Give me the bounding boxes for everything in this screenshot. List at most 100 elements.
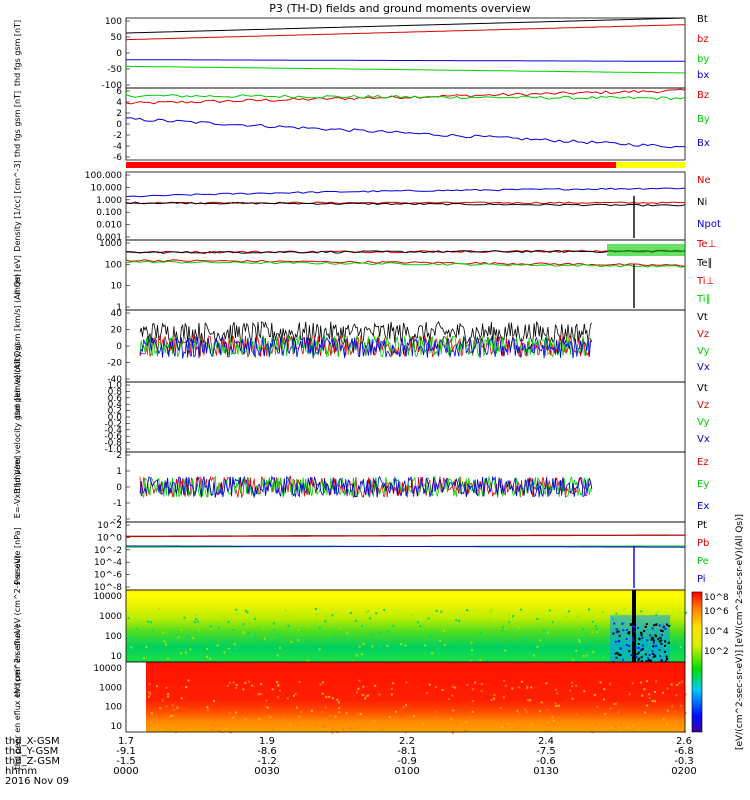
spectrogram-cell <box>451 731 454 734</box>
spectrogram-cell <box>151 629 154 632</box>
spectrogram-cell <box>310 709 313 712</box>
spectrogram-cell <box>362 643 365 646</box>
y-tick-label: 0.0 <box>108 413 123 423</box>
spectrogram-cell <box>633 649 636 651</box>
spectrogram-cell <box>660 629 662 632</box>
spectrogram-cell <box>390 693 393 696</box>
spectrogram-cell <box>176 706 178 709</box>
spectrogram-cell <box>232 716 234 719</box>
y-tick-label: 0.001 <box>96 233 122 243</box>
spectrogram-cell <box>235 686 238 689</box>
spectrogram-cell <box>411 614 414 616</box>
spectrogram-cell <box>654 634 657 637</box>
spectrogram-cell <box>211 723 214 726</box>
y-axis-label: E=-VxB [mV/m] <box>13 456 22 518</box>
spectrogram-cell <box>652 624 655 627</box>
spectrogram-cell <box>361 625 364 627</box>
spectrogram-cell <box>155 650 158 652</box>
y-tick-label: 0.8 <box>108 387 123 397</box>
spectrogram-cell <box>545 682 548 685</box>
spectrogram-cell <box>683 725 686 728</box>
spectrogram-cell <box>554 702 557 705</box>
spectrogram-cell <box>530 723 533 726</box>
spectrogram-cell <box>162 631 165 634</box>
spectrogram-cell <box>212 660 215 663</box>
spectrogram-cell <box>383 609 386 611</box>
spectrogram-cell <box>217 626 220 629</box>
footer-tick: 0130 <box>533 766 558 777</box>
legend-entry: Bz <box>697 90 709 101</box>
panel-frame <box>125 381 686 453</box>
spectrogram-cell <box>593 693 596 696</box>
spectrogram-cell <box>440 610 443 613</box>
spectrogram-cell <box>591 631 594 634</box>
spectrogram-cell <box>601 611 604 614</box>
spectrogram-cell <box>416 621 419 624</box>
y-tick-label: -4 <box>113 142 122 152</box>
spectrogram-cell <box>516 709 519 712</box>
spectrogram-cell <box>661 634 664 637</box>
spectrogram-cell <box>287 624 290 627</box>
spectrogram-cell <box>658 624 661 627</box>
spectrogram-cell <box>214 724 217 727</box>
spectrogram-cell <box>679 646 682 649</box>
y-tick-label: 10 <box>111 652 123 662</box>
legend-entry: Ti∥ <box>696 294 711 305</box>
spectrogram-cell <box>129 637 131 639</box>
spectrogram-cell <box>618 634 621 637</box>
spectrogram-cell <box>293 694 295 697</box>
spectrogram-cell <box>405 704 408 707</box>
series-line <box>126 59 685 62</box>
spectrogram-cell <box>571 681 573 684</box>
footer-tick: 0030 <box>254 766 279 777</box>
spectrogram-cell <box>367 694 369 697</box>
spectrogram-cell <box>628 631 631 634</box>
legend-entry: Ex <box>697 501 709 512</box>
footer-tick: 0000 <box>113 766 138 777</box>
spectrogram-cell <box>174 720 177 723</box>
spectrogram-cell <box>357 687 360 690</box>
spectrogram-cell <box>277 683 280 686</box>
spectrogram-cell <box>583 690 586 693</box>
spectrogram-cell <box>580 637 583 640</box>
y-axis-label: thd peir en eflux eV (cm^2-s-sr-eV) <box>13 555 22 697</box>
footer-tick: 2.4 <box>538 736 554 747</box>
legend-entry: Ne <box>697 175 711 186</box>
spectrogram-cell <box>617 711 620 714</box>
y-tick-label: 0.2 <box>108 407 122 417</box>
spectrogram-cell <box>640 659 643 662</box>
y-tick-label: 1.0 <box>108 381 123 391</box>
spectrogram-cell <box>648 654 651 656</box>
spectrogram-cell <box>248 648 251 650</box>
spectrogram-cell <box>209 639 212 642</box>
y-tick-label: 10^-2 <box>94 546 122 556</box>
spectrogram-cell <box>289 723 292 726</box>
spectrogram-cell <box>501 629 504 632</box>
spectrogram-cell <box>180 697 183 700</box>
spectrogram-cell <box>236 613 239 616</box>
spectrogram-cell <box>321 681 324 684</box>
spectrogram-cell <box>253 634 256 637</box>
spectrogram-cell <box>270 656 273 658</box>
spectrogram-cell <box>641 644 644 647</box>
legend-entry: Bx <box>697 138 710 149</box>
footer-tick: -9.1 <box>116 746 136 757</box>
spectrogram-cell <box>510 645 513 648</box>
spectrogram-cell <box>533 654 535 657</box>
spectrogram-cell <box>648 659 651 662</box>
spectrogram-cell <box>400 642 403 645</box>
spectrogram-cell <box>333 636 336 639</box>
spectrogram-cell <box>455 722 458 725</box>
spectrogram-cell <box>349 612 352 615</box>
spectrogram-cell <box>148 691 151 694</box>
spectrogram-cell <box>614 640 617 643</box>
spectrogram-cell <box>264 637 266 640</box>
spectrogram-cell <box>424 644 427 647</box>
spectrogram-cell <box>655 613 658 616</box>
legend-entry: Vx <box>697 362 710 373</box>
spectrogram-cell <box>244 609 247 612</box>
spectrogram-cell <box>235 608 238 611</box>
spectrogram-cell <box>683 636 686 639</box>
spectrogram-cell <box>655 680 658 683</box>
spectrogram-cell <box>639 681 642 684</box>
